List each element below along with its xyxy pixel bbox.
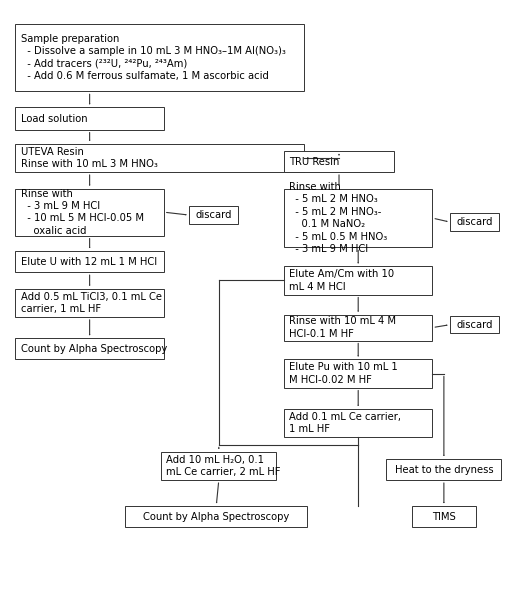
FancyBboxPatch shape xyxy=(284,189,432,248)
FancyBboxPatch shape xyxy=(125,506,307,527)
Text: Rinse with 10 mL 4 M
HCl-0.1 M HF: Rinse with 10 mL 4 M HCl-0.1 M HF xyxy=(289,316,396,339)
FancyBboxPatch shape xyxy=(16,251,164,272)
Text: Elute U with 12 mL 1 M HCl: Elute U with 12 mL 1 M HCl xyxy=(20,257,157,267)
FancyBboxPatch shape xyxy=(16,108,164,130)
FancyBboxPatch shape xyxy=(284,266,432,294)
Text: discard: discard xyxy=(456,217,493,227)
Text: Elute Am/Cm with 10
mL 4 M HCl: Elute Am/Cm with 10 mL 4 M HCl xyxy=(289,269,394,291)
FancyBboxPatch shape xyxy=(284,409,432,437)
Text: Add 10 mL H₂O, 0.1
mL Ce carrier, 2 mL HF: Add 10 mL H₂O, 0.1 mL Ce carrier, 2 mL H… xyxy=(167,455,281,477)
FancyBboxPatch shape xyxy=(16,144,304,172)
Text: Rinse with
  - 5 mL 2 M HNO₃
  - 5 mL 2 M HNO₃-
    0.1 M NaNO₂
  - 5 mL 0.5 M H: Rinse with - 5 mL 2 M HNO₃ - 5 mL 2 M HN… xyxy=(289,182,387,254)
FancyBboxPatch shape xyxy=(412,506,476,527)
Text: Add 0.5 mL TiCl3, 0.1 mL Ce
carrier, 1 mL HF: Add 0.5 mL TiCl3, 0.1 mL Ce carrier, 1 m… xyxy=(20,291,162,314)
FancyBboxPatch shape xyxy=(161,452,276,480)
Text: Heat to the dryness: Heat to the dryness xyxy=(395,465,493,475)
FancyBboxPatch shape xyxy=(16,189,164,236)
Text: TIMS: TIMS xyxy=(432,511,456,522)
Text: Add 0.1 mL Ce carrier,
1 mL HF: Add 0.1 mL Ce carrier, 1 mL HF xyxy=(289,412,401,434)
FancyBboxPatch shape xyxy=(284,315,432,341)
Text: Count by Alpha Spectroscopy: Count by Alpha Spectroscopy xyxy=(143,511,289,522)
FancyBboxPatch shape xyxy=(284,359,432,388)
Text: TRU Resin: TRU Resin xyxy=(289,156,339,166)
Text: Sample preparation
  - Dissolve a sample in 10 mL 3 M HNO₃–1M Al(NO₃)₃
  - Add t: Sample preparation - Dissolve a sample i… xyxy=(20,34,286,81)
Text: Rinse with
  - 3 mL 9 M HCl
  - 10 mL 5 M HCl-0.05 M
    oxalic acid: Rinse with - 3 mL 9 M HCl - 10 mL 5 M HC… xyxy=(20,189,144,236)
FancyBboxPatch shape xyxy=(16,288,164,317)
FancyBboxPatch shape xyxy=(450,213,499,231)
FancyBboxPatch shape xyxy=(450,316,499,334)
Text: UTEVA Resin
Rinse with 10 mL 3 M HNO₃: UTEVA Resin Rinse with 10 mL 3 M HNO₃ xyxy=(20,147,158,169)
Text: Count by Alpha Spectroscopy: Count by Alpha Spectroscopy xyxy=(20,344,167,354)
Text: Load solution: Load solution xyxy=(20,114,87,123)
Text: discard: discard xyxy=(195,210,232,220)
FancyBboxPatch shape xyxy=(16,338,164,359)
Text: discard: discard xyxy=(456,320,493,329)
FancyBboxPatch shape xyxy=(189,206,238,224)
FancyBboxPatch shape xyxy=(386,459,502,480)
FancyBboxPatch shape xyxy=(16,23,304,91)
Text: Elute Pu with 10 mL 1
M HCl-0.02 M HF: Elute Pu with 10 mL 1 M HCl-0.02 M HF xyxy=(289,362,398,385)
FancyBboxPatch shape xyxy=(284,151,394,172)
